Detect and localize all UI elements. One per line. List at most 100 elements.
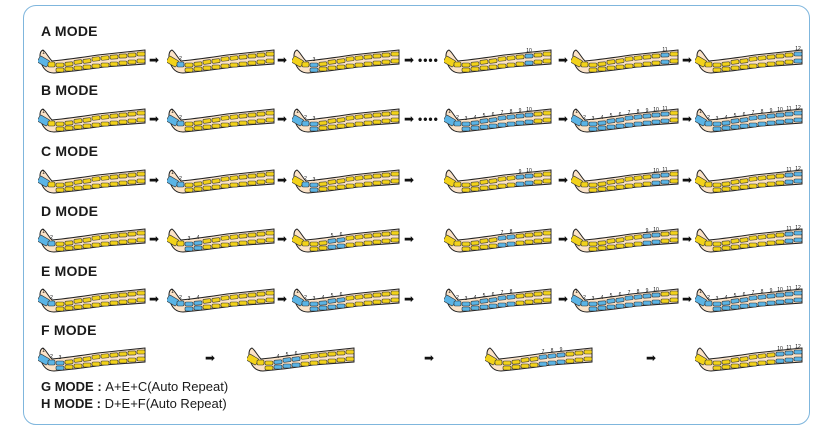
chamber-6 xyxy=(211,237,221,243)
chamber-4 xyxy=(64,359,74,365)
chamber-lower-5 xyxy=(479,124,489,130)
chamber-11 xyxy=(127,172,137,178)
chamber-lower-10 xyxy=(247,299,257,305)
chamber-lower-6 xyxy=(615,303,625,309)
chamber-lower-8 xyxy=(354,121,364,127)
chamber-10 xyxy=(372,112,382,118)
mode-title: D MODE xyxy=(41,203,99,219)
chamber-4 xyxy=(64,240,74,246)
chamber-10 xyxy=(372,292,382,298)
chamber-12 xyxy=(669,51,679,57)
chamber-10 xyxy=(118,53,128,59)
chamber-7 xyxy=(91,56,101,62)
chamber-lower-12 xyxy=(583,356,593,362)
chamber-10 xyxy=(651,232,661,238)
chamber-9 xyxy=(318,352,328,358)
chamber-4 xyxy=(64,181,74,187)
chamber-3 xyxy=(461,62,471,68)
chamber-12 xyxy=(390,290,400,296)
chamber-label: 9 xyxy=(560,347,563,353)
chamber-lower-8 xyxy=(757,301,767,307)
chamber-6 xyxy=(82,356,92,362)
chamber-lower-4 xyxy=(721,125,731,131)
chamber-lower-8 xyxy=(506,241,516,247)
chamber-label: 6 xyxy=(743,112,746,118)
chamber-lower-6 xyxy=(488,243,498,249)
chamber-10 xyxy=(775,351,785,357)
chamber-6 xyxy=(739,237,749,243)
chamber-label: 2 xyxy=(583,115,586,121)
chamber-lower-6 xyxy=(739,303,749,309)
chamber-lower-4 xyxy=(318,245,328,251)
chamber-10 xyxy=(565,351,575,357)
leg-step: 12 3 xyxy=(292,108,400,133)
chamber-label: 1 xyxy=(296,109,299,115)
chamber-9 xyxy=(363,54,373,60)
chamber-label: 5 xyxy=(610,113,613,119)
chamber-label: 7 xyxy=(752,110,755,116)
chamber-lower-8 xyxy=(354,182,364,188)
chamber-lower-10 xyxy=(118,239,128,245)
chamber-6 xyxy=(336,297,346,303)
chamber-lower-6 xyxy=(615,64,625,70)
chamber-lower-7 xyxy=(91,183,101,189)
chamber-7 xyxy=(748,115,758,121)
chamber-lower-5 xyxy=(73,185,83,191)
chamber-lower-7 xyxy=(624,122,634,128)
chamber-lower-5 xyxy=(327,65,337,71)
chamber-4 xyxy=(318,61,328,67)
chamber-8 xyxy=(229,294,239,300)
chamber-9 xyxy=(766,113,776,119)
chamber-label: 12 xyxy=(795,285,801,291)
chamber-11 xyxy=(127,350,137,356)
footer-sep: : xyxy=(93,379,106,394)
chamber-10 xyxy=(775,292,785,298)
chamber-9 xyxy=(109,174,119,180)
chamber-label: 11 xyxy=(662,106,667,112)
chamber-lower-4 xyxy=(597,186,607,192)
chamber-3 xyxy=(712,301,722,307)
chamber-2 xyxy=(453,181,462,188)
chamber-lower-4 xyxy=(318,66,328,72)
chamber-9 xyxy=(515,293,525,299)
chamber-lower-9 xyxy=(515,300,525,306)
chamber-10 xyxy=(247,292,257,298)
chamber-3 xyxy=(588,62,598,68)
chamber-lower-12 xyxy=(390,117,400,123)
arrow-right-icon: ➡ xyxy=(149,232,160,246)
chamber-lower-7 xyxy=(624,183,634,189)
chamber-7 xyxy=(91,354,101,360)
chamber-lower-5 xyxy=(606,185,616,191)
chamber-lower-12 xyxy=(390,297,400,303)
chamber-label: 10 xyxy=(653,107,659,113)
leg-step: 10 xyxy=(444,48,552,74)
chamber-lower-5 xyxy=(202,304,212,310)
chamber-lower-7 xyxy=(345,302,355,308)
chamber-6 xyxy=(336,58,346,64)
leg-step: 12 3 4 5 6 xyxy=(292,288,400,313)
chamber-label: 9 xyxy=(646,228,649,234)
chamber-11 xyxy=(127,291,137,297)
chamber-7 xyxy=(345,295,355,301)
chamber-label: 3 xyxy=(592,116,595,122)
chamber-12 xyxy=(390,171,400,177)
chamber-4 xyxy=(193,181,203,187)
chamber-10 xyxy=(247,53,257,59)
chamber-7 xyxy=(748,354,758,360)
chamber-4 xyxy=(597,240,607,246)
arrow-right-icon: ➡ xyxy=(558,53,569,67)
chamber-lower-10 xyxy=(327,358,337,364)
chamber-2 xyxy=(580,120,589,127)
chamber-lower-4 xyxy=(64,305,74,311)
chamber-lower-3 xyxy=(588,67,598,73)
chamber-lower-9 xyxy=(318,359,328,365)
chamber-lower-9 xyxy=(109,359,119,365)
chamber-2 xyxy=(176,61,185,68)
arrow-right-icon: ➡ xyxy=(646,351,657,365)
chamber-4 xyxy=(318,120,328,126)
chamber-label: 5 xyxy=(610,293,613,299)
chamber-2 xyxy=(301,61,310,68)
chamber-lower-8 xyxy=(100,62,110,68)
chamber-6 xyxy=(82,58,92,64)
chamber-7 xyxy=(497,235,507,241)
